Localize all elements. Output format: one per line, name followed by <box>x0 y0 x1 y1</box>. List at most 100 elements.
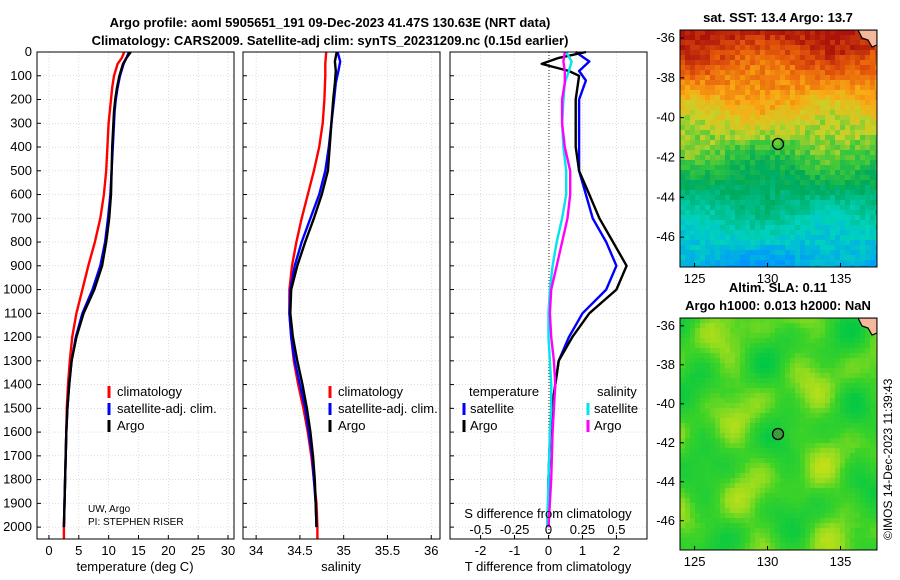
sla-cell <box>700 378 706 384</box>
sst-cell <box>860 265 866 267</box>
sst-cell <box>735 120 741 126</box>
sst-cell <box>855 190 861 196</box>
sla-cell <box>740 463 746 469</box>
sla-cell <box>845 453 851 459</box>
sst-cell <box>780 90 786 96</box>
sst-cell <box>780 205 786 211</box>
sst-cell <box>860 225 866 231</box>
sst-cell <box>800 225 806 231</box>
sst-cell <box>785 90 791 96</box>
sst-cell <box>735 110 741 116</box>
sst-cell <box>820 225 826 231</box>
sla-cell <box>700 493 706 499</box>
sst-cell <box>695 140 701 146</box>
temperature-ticks: 0 5 10 15 20 25 300100200300400500600700800900… <box>3 44 235 558</box>
sla-cell <box>810 343 816 349</box>
sla-cell <box>755 513 761 519</box>
sst-cell <box>805 120 811 126</box>
sst-cell <box>815 110 821 116</box>
sla-cell <box>790 363 796 369</box>
sst-cell <box>680 215 686 221</box>
sst-cell <box>830 30 836 36</box>
sla-cell <box>730 403 736 409</box>
sla-cell <box>725 353 731 359</box>
sst-cell <box>800 240 806 246</box>
sst-cell <box>690 250 696 256</box>
sla-cell <box>845 388 851 394</box>
sst-cell <box>775 220 781 226</box>
sla-cell <box>750 468 756 474</box>
sst-cell <box>765 135 771 141</box>
sst-cell <box>860 95 866 101</box>
sst-cell <box>805 250 811 256</box>
sst-cell <box>875 165 877 171</box>
sla-cell <box>860 518 866 524</box>
sst-cell <box>730 65 736 71</box>
sla-cell <box>755 368 761 374</box>
sla-cell <box>780 503 786 509</box>
sst-cell <box>730 205 736 211</box>
sla-cell <box>805 528 811 534</box>
sst-cell <box>770 145 776 151</box>
sst-cell <box>685 135 691 141</box>
sst-cell <box>875 260 877 266</box>
y-tick-label: 1300 <box>3 353 32 368</box>
sla-cell <box>680 443 686 449</box>
sla-cell <box>805 363 811 369</box>
title-line-2: Climatology: CARS2009. Satellite-adj cli… <box>92 33 569 48</box>
sst-cell <box>745 165 751 171</box>
sst-cell <box>790 150 796 156</box>
sst-cell <box>755 135 761 141</box>
sla-cell <box>740 378 746 384</box>
sst-cell <box>835 140 841 146</box>
sst-cell <box>835 250 841 256</box>
sla-cell <box>735 543 741 549</box>
sst-cell <box>710 205 716 211</box>
sst-cell <box>815 235 821 241</box>
sst-cell <box>795 195 801 201</box>
sla-cell <box>865 528 871 534</box>
sla-cell <box>855 453 861 459</box>
sla-cell <box>760 528 766 534</box>
sst-cell <box>760 90 766 96</box>
sst-cell <box>735 60 741 66</box>
sla-cell <box>850 383 856 389</box>
sla-cell <box>705 478 711 484</box>
sla-cell <box>845 398 851 404</box>
sla-cell <box>795 418 801 424</box>
sla-cell <box>695 398 701 404</box>
sst-cell <box>860 230 866 236</box>
sst-cell <box>800 95 806 101</box>
sst-cell <box>875 235 877 241</box>
sst-cell <box>785 95 791 101</box>
sst-cell <box>710 80 716 86</box>
sla-cell <box>695 388 701 394</box>
sst-cell <box>815 255 821 261</box>
sla-cell <box>805 378 811 384</box>
sla-cell <box>745 338 751 344</box>
sst-cell <box>855 120 861 126</box>
sst-cell <box>760 140 766 146</box>
sla-cell <box>725 318 731 324</box>
sst-cell <box>800 200 806 206</box>
sst-cell <box>815 170 821 176</box>
sla-cell <box>795 393 801 399</box>
sst-cell <box>685 80 691 86</box>
sst-cell <box>835 170 841 176</box>
sst-cell <box>840 235 846 241</box>
sst-cell <box>840 55 846 61</box>
sla-cell <box>715 388 721 394</box>
sla-cell <box>765 533 771 539</box>
sst-cell <box>780 50 786 56</box>
sst-cell <box>790 55 796 61</box>
sst-cell <box>875 45 877 51</box>
sla-cell <box>855 428 861 434</box>
sst-cell <box>825 245 831 251</box>
sst-cell <box>710 85 716 91</box>
sla-cell <box>860 328 866 334</box>
sla-cell <box>700 408 706 414</box>
sla-cell <box>735 538 741 544</box>
sst-cell <box>860 195 866 201</box>
sla-cell <box>875 353 877 359</box>
sst-cell <box>740 255 746 261</box>
